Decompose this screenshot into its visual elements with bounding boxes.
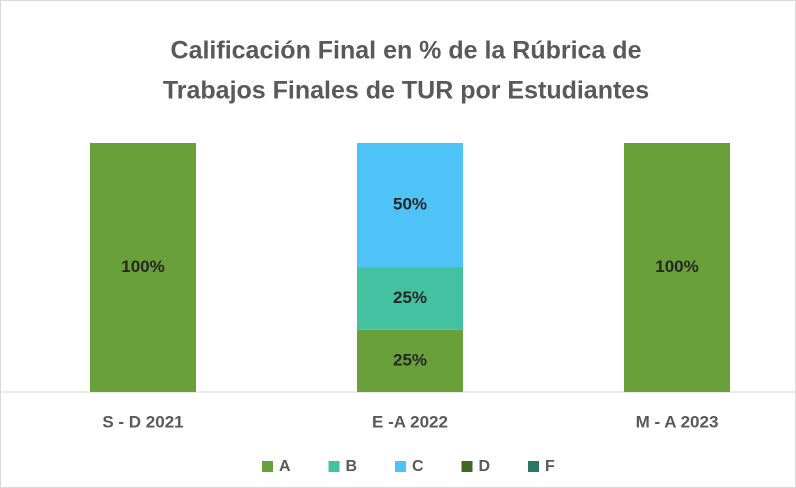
chart-title: Trabajos Finales de TUR por Estudiantes: [163, 77, 649, 105]
legend-label: C: [412, 458, 424, 475]
x-tick-label: E -A 2022: [372, 412, 448, 431]
data-label: 50%: [393, 195, 427, 214]
legend-swatch: [328, 461, 340, 472]
data-label: 25%: [393, 288, 427, 307]
legend-label: B: [346, 458, 358, 475]
data-label: 100%: [655, 257, 698, 276]
data-label: 25%: [393, 350, 427, 369]
bar-segment: [624, 143, 730, 392]
x-tick-label: M - A 2023: [636, 412, 719, 431]
bar-segment: [357, 329, 463, 392]
legend-label: D: [479, 458, 491, 475]
x-tick-label: S - D 2021: [102, 412, 183, 431]
legend-swatch: [461, 461, 473, 472]
legend-label: A: [279, 458, 291, 475]
legend-label: F: [545, 458, 555, 475]
bar-segment: [357, 143, 463, 268]
legend-swatch: [528, 461, 539, 472]
legend-swatch: [395, 461, 406, 472]
bar-segment: [357, 267, 463, 330]
legend-swatch: [262, 461, 273, 472]
bar-segment: [90, 143, 196, 392]
chart-title: Calificación Final en % de la Rúbrica de: [171, 37, 642, 65]
data-label: 100%: [121, 257, 164, 276]
